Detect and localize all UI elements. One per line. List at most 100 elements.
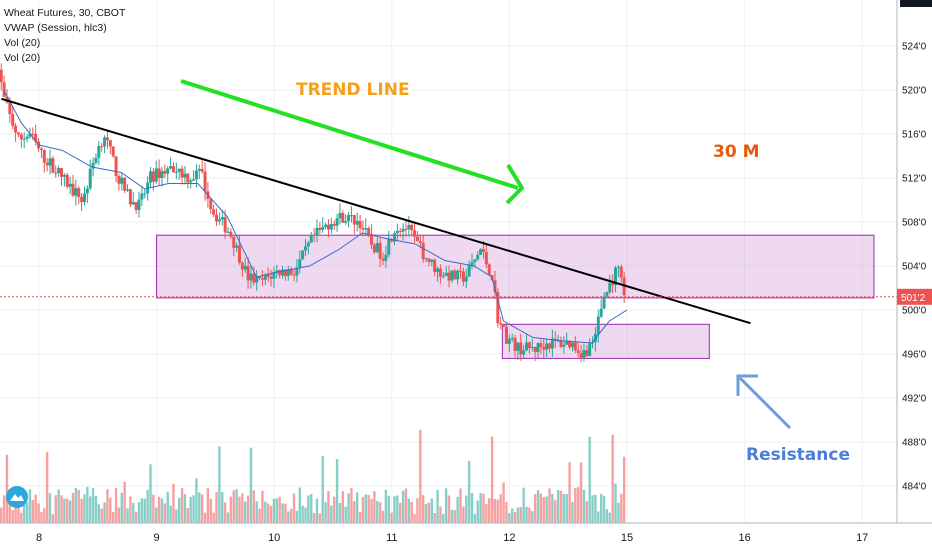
candle[interactable] xyxy=(530,347,534,349)
candle[interactable] xyxy=(105,137,109,141)
candle[interactable] xyxy=(31,133,35,135)
candle[interactable] xyxy=(504,326,508,344)
candle[interactable] xyxy=(103,137,107,147)
candle[interactable] xyxy=(619,266,623,278)
candle[interactable] xyxy=(326,224,330,230)
candle[interactable] xyxy=(189,180,193,183)
candle[interactable] xyxy=(186,173,190,183)
candle[interactable] xyxy=(65,174,69,187)
candle[interactable] xyxy=(568,340,572,348)
candle[interactable] xyxy=(542,346,546,350)
candle[interactable] xyxy=(252,273,256,283)
candle[interactable] xyxy=(169,166,173,169)
candle[interactable] xyxy=(22,138,26,140)
candle[interactable] xyxy=(527,342,531,348)
candle[interactable] xyxy=(108,140,112,147)
candle[interactable] xyxy=(392,233,396,242)
candle[interactable] xyxy=(8,102,12,115)
candle[interactable] xyxy=(28,133,32,137)
candle[interactable] xyxy=(398,230,402,232)
candle[interactable] xyxy=(315,227,319,236)
candle[interactable] xyxy=(243,265,247,270)
candle[interactable] xyxy=(381,258,385,261)
candle[interactable] xyxy=(349,215,353,217)
candle[interactable] xyxy=(499,323,503,325)
candle[interactable] xyxy=(390,239,394,242)
candle[interactable] xyxy=(496,291,500,324)
candle[interactable] xyxy=(57,168,61,174)
candle[interactable] xyxy=(14,125,18,133)
candle[interactable] xyxy=(484,252,488,265)
candle[interactable] xyxy=(166,168,170,174)
candle[interactable] xyxy=(424,258,428,260)
candle[interactable] xyxy=(355,220,359,225)
trend-arrow-shaft[interactable] xyxy=(180,79,519,190)
candle[interactable] xyxy=(137,199,141,211)
candle[interactable] xyxy=(235,245,239,248)
candle[interactable] xyxy=(306,242,310,247)
candle[interactable] xyxy=(298,259,302,268)
candle[interactable] xyxy=(582,350,586,359)
candle[interactable] xyxy=(114,156,118,176)
candle[interactable] xyxy=(197,168,201,171)
volume-indicator-label[interactable]: Vol (20) xyxy=(4,37,41,49)
resistance-arrow-shaft[interactable] xyxy=(738,376,792,430)
candle[interactable] xyxy=(344,221,348,223)
candle[interactable] xyxy=(94,157,98,163)
candle[interactable] xyxy=(579,353,583,359)
candle[interactable] xyxy=(585,350,589,357)
candle[interactable] xyxy=(126,189,130,191)
candle[interactable] xyxy=(415,236,419,242)
candle[interactable] xyxy=(447,272,451,281)
candle[interactable] xyxy=(226,231,230,233)
candle[interactable] xyxy=(286,269,290,277)
candle[interactable] xyxy=(404,228,408,230)
candle[interactable] xyxy=(507,338,511,344)
candle[interactable] xyxy=(283,269,287,277)
candle[interactable] xyxy=(160,171,164,179)
candle[interactable] xyxy=(562,344,566,347)
candle[interactable] xyxy=(338,213,342,219)
candle[interactable] xyxy=(11,114,15,126)
candle[interactable] xyxy=(131,202,135,205)
candle[interactable] xyxy=(240,262,244,270)
candle[interactable] xyxy=(364,228,368,230)
candle[interactable] xyxy=(522,350,526,355)
candle[interactable] xyxy=(278,270,282,276)
volume-indicator-label-2[interactable]: Vol (20) xyxy=(4,52,41,64)
candle[interactable] xyxy=(318,227,322,230)
candle[interactable] xyxy=(550,338,554,349)
candle[interactable] xyxy=(502,324,506,327)
symbol-title[interactable]: Wheat Futures, 30, CBOT xyxy=(4,7,126,19)
candle[interactable] xyxy=(223,217,227,233)
candle[interactable] xyxy=(120,177,124,184)
candle[interactable] xyxy=(519,342,523,355)
candle[interactable] xyxy=(2,82,6,97)
vwap-line[interactable] xyxy=(3,89,628,344)
candle[interactable] xyxy=(441,275,445,277)
trend-line[interactable] xyxy=(1,97,751,325)
candle[interactable] xyxy=(80,196,84,203)
candle[interactable] xyxy=(275,270,279,273)
candle[interactable] xyxy=(599,308,603,317)
candle[interactable] xyxy=(372,244,376,253)
candle[interactable] xyxy=(395,230,399,234)
candle[interactable] xyxy=(215,214,219,222)
candle[interactable] xyxy=(473,259,477,262)
candle[interactable] xyxy=(539,343,543,347)
candle[interactable] xyxy=(232,236,236,248)
candle[interactable] xyxy=(614,267,618,285)
candle[interactable] xyxy=(157,168,161,179)
candle[interactable] xyxy=(183,173,187,178)
candle[interactable] xyxy=(100,146,104,148)
candle[interactable] xyxy=(128,189,132,205)
candle[interactable] xyxy=(387,239,391,255)
candle[interactable] xyxy=(378,243,382,259)
candle[interactable] xyxy=(134,202,138,211)
candle[interactable] xyxy=(19,134,23,140)
candle[interactable] xyxy=(117,175,121,184)
candle[interactable] xyxy=(260,278,264,280)
candle[interactable] xyxy=(608,283,612,293)
candle[interactable] xyxy=(453,270,457,280)
candle[interactable] xyxy=(547,343,551,349)
